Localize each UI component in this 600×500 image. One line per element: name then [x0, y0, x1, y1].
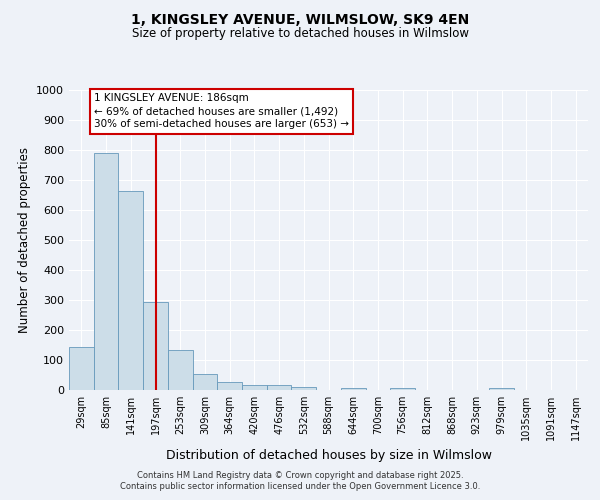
Bar: [94, 153, 118, 390]
Bar: [168, 350, 193, 390]
Bar: [242, 384, 267, 390]
Bar: [217, 382, 242, 390]
Bar: [390, 388, 415, 390]
Bar: [489, 388, 514, 390]
Bar: [118, 190, 143, 390]
Bar: [143, 302, 168, 390]
Bar: [69, 346, 94, 390]
Text: Contains HM Land Registry data © Crown copyright and database right 2025.: Contains HM Land Registry data © Crown c…: [137, 471, 463, 480]
Bar: [267, 384, 292, 390]
Bar: [292, 387, 316, 390]
Text: Size of property relative to detached houses in Wilmslow: Size of property relative to detached ho…: [131, 28, 469, 40]
X-axis label: Distribution of detached houses by size in Wilmslow: Distribution of detached houses by size …: [166, 448, 491, 462]
Text: Contains public sector information licensed under the Open Government Licence 3.: Contains public sector information licen…: [120, 482, 480, 491]
Text: 1, KINGSLEY AVENUE, WILMSLOW, SK9 4EN: 1, KINGSLEY AVENUE, WILMSLOW, SK9 4EN: [131, 12, 469, 26]
Bar: [193, 374, 217, 390]
Text: 1 KINGSLEY AVENUE: 186sqm
← 69% of detached houses are smaller (1,492)
30% of se: 1 KINGSLEY AVENUE: 186sqm ← 69% of detac…: [94, 93, 349, 130]
Bar: [341, 388, 365, 390]
Y-axis label: Number of detached properties: Number of detached properties: [17, 147, 31, 333]
